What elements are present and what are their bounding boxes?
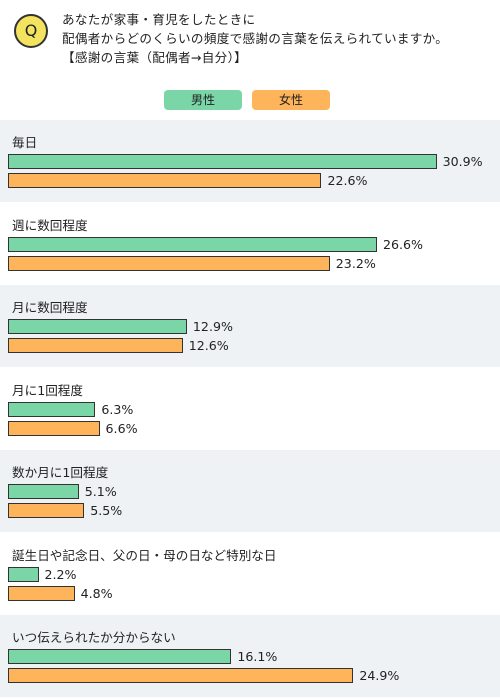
data-label-male: 30.9% [442,154,483,169]
data-label-male: 12.9% [192,319,233,334]
data-label-male: 5.1% [84,484,117,499]
data-label-male: 2.2% [44,566,77,582]
data-label-female: 23.2% [335,255,376,271]
bar-male [8,236,377,252]
bar-female [8,503,85,518]
bar-male [8,154,437,169]
data-label-female: 24.9% [359,668,400,683]
question-line-3: 【感謝の言葉（配偶者→自分）】 [62,50,248,65]
bar-female [8,173,322,188]
category-label: いつ伝えられたか分からない [12,630,176,645]
category-label: 毎日 [12,135,38,150]
data-label-female: 22.6% [327,173,368,188]
question-badge: Q [14,14,48,48]
category-label: 週に数回程度 [12,217,88,233]
data-label-female: 6.6% [105,420,138,436]
data-label-female: 5.5% [90,503,123,518]
category-label: 月に1回程度 [12,382,83,398]
bar-female [8,585,75,601]
bar-chart: 毎日 30.9% 22.6% 週に数回程度 26.6% 23.2% 月に数回程度 12.9% 1… [0,120,500,699]
category-label: 誕生日や記念日、父の日・母の日など特別な日 [12,547,277,563]
bar-male [8,401,96,417]
data-label-male: 16.1% [237,649,278,664]
category-band [0,450,500,532]
category-label: 月に数回程度 [12,300,88,315]
bar-male [8,319,187,334]
question-text: あなたが家事・育児をしたときに 配偶者からどのくらいの頻度で感謝の言葉を伝えられ… [62,10,498,67]
bar-female [8,255,330,271]
legend-female: 女性 [252,90,330,110]
bar-male [8,484,79,499]
data-label-male: 6.3% [101,401,134,417]
category-label: 数か月に1回程度 [12,465,109,480]
question-line-2: 配偶者からどのくらいの頻度で感謝の言葉を伝えられていますか。 [62,31,449,46]
question-line-1: あなたが家事・育児をしたときに [62,12,256,27]
legend-male: 男性 [164,90,242,110]
bar-male [8,566,39,582]
bar-female [8,338,183,353]
chart-legend: 男性 女性 [0,90,500,110]
data-label-female: 12.6% [188,338,229,353]
bar-female [8,420,100,436]
data-label-male: 26.6% [382,236,423,252]
bar-male [8,649,232,664]
bar-female [8,668,354,683]
data-label-female: 4.8% [80,585,113,601]
question-header: Q あなたが家事・育児をしたときに 配偶者からどのくらいの頻度で感謝の言葉を伝え… [0,0,500,80]
